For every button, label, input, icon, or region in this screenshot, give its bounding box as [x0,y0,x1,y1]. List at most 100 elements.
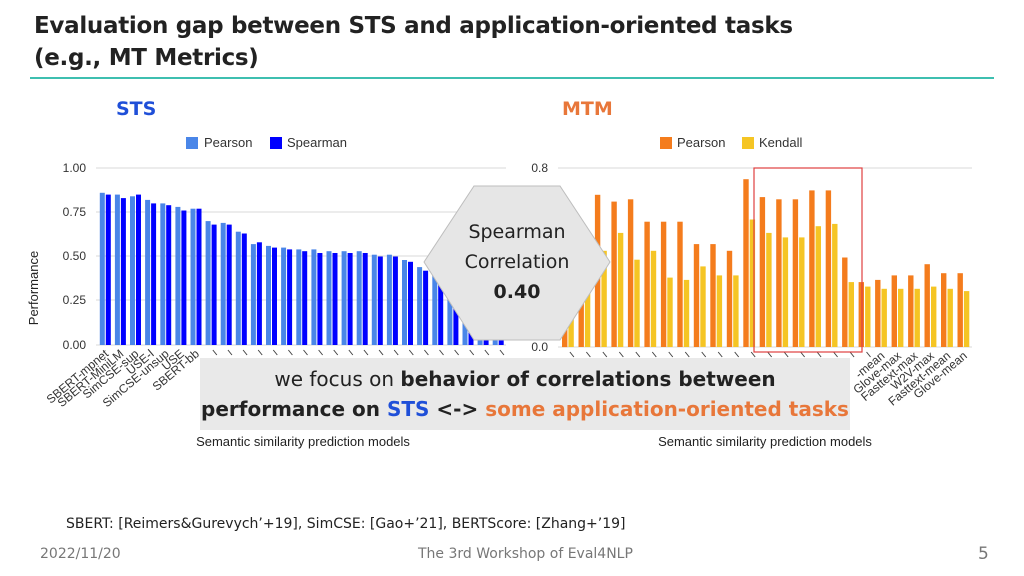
sts-bar-spearman [377,256,383,345]
sts-legend-pearson: Pearson [204,135,252,150]
focus-arrow: <-> [429,397,486,421]
sts-label: STS [116,98,157,120]
mtm-bar-kendall [832,223,838,347]
mtm-x-tick-mark [833,351,838,358]
mtm-bar-kendall [782,237,789,347]
sts-bar-spearman [408,261,413,345]
mtm-x-tick-mark [717,351,723,358]
mtm-x-tick-mark [701,351,707,358]
focus-box: we focus on behavior of correlations bet… [200,358,850,430]
slide-venue: The 3rd Workshop of Eval4NLP [418,546,633,562]
title-line-1: Evaluation gap between STS and applicati… [34,13,793,39]
mtm-highlight-box [753,167,863,353]
sts-bar-spearman [256,242,262,345]
mtm-x-tick-mark [866,351,871,358]
mtm-bar-pearson [710,244,716,347]
title-underline [30,77,994,79]
mtm-bar-kendall [898,288,904,347]
mtm-bar-kendall [568,313,574,347]
mtm-bar-kendall [716,275,723,347]
sts-bar-spearman [332,253,338,345]
sts-bar-pearson [114,194,120,345]
sts-x-tick-mark [469,349,475,356]
mtm-x-tick-mark [800,351,805,358]
mtm-bar-pearson [924,264,930,347]
mtm-x-tick-mark [750,351,756,358]
sts-bar-pearson [341,251,347,345]
mtm-bar-pearson [759,197,766,347]
sts-bar-spearman [211,224,217,345]
mtm-bar-kendall [667,277,673,347]
sts-x-tick-mark [439,349,444,356]
focus-line-2: performance on STS <-> some application-… [200,394,850,424]
mtm-bar-pearson [743,179,749,347]
sts-bar-pearson [160,203,166,345]
sts-bar-pearson [402,260,407,345]
mtm-bar-pearson [957,273,963,347]
sts-y-tick-label: 0.50 [63,249,87,263]
mtm-legend-kendall: Kendall [759,135,802,150]
sts-bar-pearson [266,245,271,345]
mtm-bar-pearson [726,250,733,347]
mtm-legend-pearson: Pearson [677,135,725,150]
sts-bar-pearson [311,249,317,345]
mtm-bar-kendall [733,275,739,347]
mtm-x-tick-mark [618,351,624,358]
slide-date: 2022/11/20 [40,546,121,562]
mtm-legend-swatch-kendall [742,137,754,149]
sts-bar-spearman [120,198,126,345]
sts-bar-pearson [371,254,377,345]
mtm-x-axis-label: Semantic similarity prediction models [658,434,872,449]
sts-bar-pearson [281,247,287,345]
sts-x-tick-mark [363,349,369,356]
mtm-bar-kendall [634,259,640,347]
callout: Spearman Correlation 0.40 [457,217,577,307]
mtm-bar-pearson [908,275,914,347]
mtm-bar-pearson [875,279,881,347]
sts-x-tick-mark [288,349,293,356]
references: SBERT: [Reimers&Gurevych’+19], SimCSE: [… [66,516,626,532]
sts-bar-spearman [423,270,429,345]
sts-bar-spearman [438,276,444,345]
sts-bar-pearson [190,208,196,345]
sts-bar-spearman [105,194,111,345]
sts-legend-spearman: Spearman [287,135,347,150]
mtm-bar-pearson [941,273,947,347]
mtm-bar-kendall [799,237,805,347]
sts-bar-pearson [432,274,438,345]
focus-text-3: performance on [201,397,387,421]
sts-bar-pearson [205,221,211,345]
mtm-x-tick-mark [734,351,740,358]
sts-bar-pearson [220,222,226,345]
mtm-bar-kendall [766,232,772,347]
mtm-bar-kendall [963,291,970,347]
sts-legend-swatch-spearman [270,137,282,149]
sts-x-tick-mark [484,349,490,356]
mtm-bar-pearson [611,201,617,347]
focus-sts: STS [387,397,430,421]
mtm-bar-pearson [858,282,864,347]
title-line-2: (e.g., MT Metrics) [34,45,259,71]
mtm-bar-pearson [792,199,799,347]
sts-bar-pearson [99,192,105,345]
mtm-legend-swatch-pearson [660,137,672,149]
callout-line-2: Correlation [464,251,570,273]
mtm-bar-kendall [617,232,624,347]
sts-x-tick-mark [408,349,414,356]
sts-bar-pearson [145,199,151,345]
sts-bar-spearman [151,203,157,345]
mtm-bar-pearson [627,199,634,347]
mtm-x-tick-mark [849,351,855,358]
page-number: 5 [978,544,989,564]
sts-bar-spearman [362,253,368,345]
mtm-x-tick-mark [816,351,822,358]
sts-x-tick-mark [212,349,218,356]
mtm-x-tick-mark [585,351,591,358]
mtm-bar-pearson [825,190,832,347]
mtm-bar-kendall [749,219,756,347]
sts-x-tick-mark [257,349,263,356]
sts-y-tick-label: 1.00 [63,161,87,175]
sts-x-tick-mark [333,349,339,356]
mtm-bar-pearson [660,221,667,347]
sts-x-tick-mark [348,349,354,356]
